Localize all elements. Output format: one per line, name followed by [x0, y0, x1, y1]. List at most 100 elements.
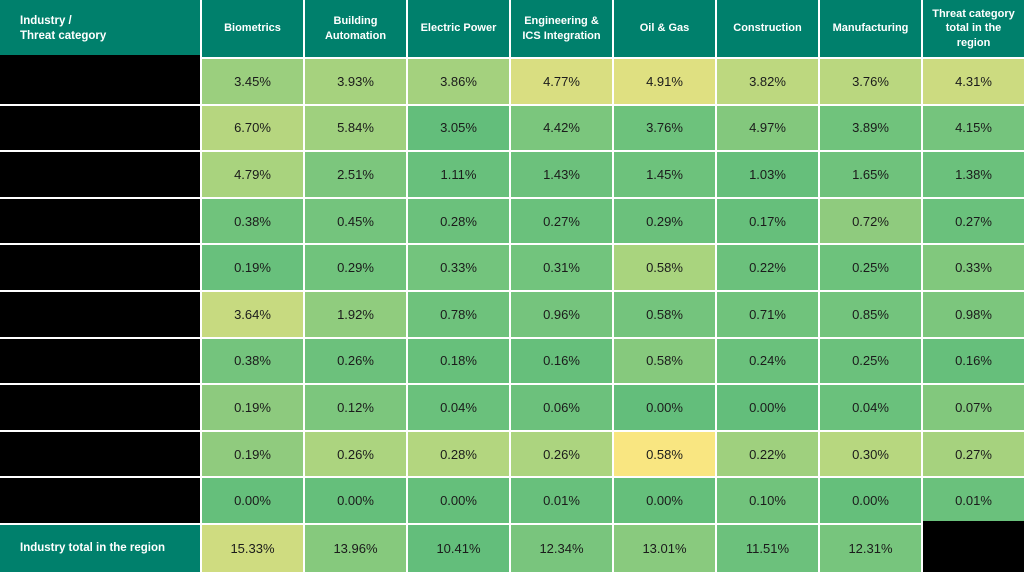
cell-value: 4.42% [511, 105, 612, 151]
cell-value: 0.04% [408, 385, 509, 430]
cell-value: 3.64% [202, 291, 303, 337]
cell-value: 0.27% [923, 198, 1024, 244]
cell-value: 0.24% [717, 338, 818, 384]
cell-value: 0.27% [923, 431, 1024, 477]
cell-value: 0.00% [614, 478, 715, 523]
cell-value: 0.16% [923, 338, 1024, 384]
cell-value: 0.07% [923, 385, 1024, 430]
cell-value: 3.76% [614, 105, 715, 151]
cell-value: 0.29% [614, 198, 715, 244]
column-header: Electric Power [408, 0, 509, 57]
cell-value: 4.91% [614, 59, 715, 104]
cell-value: 3.82% [717, 59, 818, 104]
cell-value: 0.00% [408, 478, 509, 523]
redacted-row-label [0, 385, 200, 430]
cell-value: 0.98% [923, 291, 1024, 337]
cell-value: 0.00% [305, 478, 406, 523]
cell-value: 0.27% [511, 198, 612, 244]
cell-value: 3.05% [408, 105, 509, 151]
column-header: Manufacturing [820, 0, 921, 57]
cell-value: 0.45% [305, 198, 406, 244]
cell-value: 1.65% [820, 152, 921, 197]
cell-value: 0.00% [614, 385, 715, 430]
cell-value: 0.22% [717, 431, 818, 477]
industry-total-value: 13.96% [305, 524, 406, 572]
cell-value: 4.97% [717, 105, 818, 151]
cell-value: 0.01% [511, 478, 612, 523]
cell-value: 0.19% [202, 385, 303, 430]
cell-value: 0.16% [511, 338, 612, 384]
cell-value: 0.22% [717, 245, 818, 290]
redacted-row-label [0, 245, 200, 290]
cell-value: 3.76% [820, 59, 921, 104]
cell-value: 6.70% [202, 105, 303, 151]
cell-value: 0.29% [305, 245, 406, 290]
column-header: Threat category total in the region [923, 0, 1024, 57]
cell-value: 4.31% [923, 59, 1024, 104]
cell-value: 0.71% [717, 291, 818, 337]
cell-value: 0.26% [511, 431, 612, 477]
cell-value: 0.00% [820, 478, 921, 523]
cell-value: 0.25% [820, 338, 921, 384]
industry-total-value: 13.01% [614, 524, 715, 572]
cell-value: 0.00% [717, 385, 818, 430]
industry-total-label: Industry total in the region [0, 524, 200, 572]
cell-value: 0.38% [202, 198, 303, 244]
cell-value: 3.45% [202, 59, 303, 104]
cell-value: 1.45% [614, 152, 715, 197]
cell-value: 0.06% [511, 385, 612, 430]
industry-total-value: 12.31% [820, 524, 921, 572]
cell-value: 0.72% [820, 198, 921, 244]
industry-total-value: 15.33% [202, 524, 303, 572]
industry-total-value: 12.34% [511, 524, 612, 572]
cell-value: 3.86% [408, 59, 509, 104]
cell-value: 0.18% [408, 338, 509, 384]
cell-value: 0.17% [717, 198, 818, 244]
cell-value: 0.33% [923, 245, 1024, 290]
cell-value: 0.19% [202, 431, 303, 477]
cell-value: 0.10% [717, 478, 818, 523]
cell-value: 4.77% [511, 59, 612, 104]
cell-value: 0.28% [408, 198, 509, 244]
cell-value: 4.15% [923, 105, 1024, 151]
cell-value: 1.92% [305, 291, 406, 337]
cell-value: 0.30% [820, 431, 921, 477]
cell-value: 1.38% [923, 152, 1024, 197]
column-header: Biometrics [202, 0, 303, 57]
cell-value: 0.00% [202, 478, 303, 523]
cell-value: 0.58% [614, 291, 715, 337]
redacted-row-label [0, 478, 200, 523]
redacted-row-label [0, 431, 200, 477]
column-header: Building Automation [305, 0, 406, 57]
cell-value: 1.03% [717, 152, 818, 197]
redacted-row-label [0, 338, 200, 384]
cell-value: 4.79% [202, 152, 303, 197]
column-header: Oil & Gas [614, 0, 715, 57]
cell-value: 0.58% [614, 431, 715, 477]
industry-total-value: 10.41% [408, 524, 509, 572]
redacted-row-label [0, 152, 200, 197]
cell-value: 0.96% [511, 291, 612, 337]
cell-value: 1.11% [408, 152, 509, 197]
cell-value: 0.12% [305, 385, 406, 430]
cell-value: 3.93% [305, 59, 406, 104]
cell-value: 0.28% [408, 431, 509, 477]
cell-value: 2.51% [305, 152, 406, 197]
cell-value: 3.89% [820, 105, 921, 151]
cell-value: 0.78% [408, 291, 509, 337]
industry-total-value: 11.51% [717, 524, 818, 572]
cell-value: 0.38% [202, 338, 303, 384]
corner-header: Industry / Threat category [0, 0, 200, 57]
cell-value: 0.31% [511, 245, 612, 290]
column-header: Engineering & ICS Integration [511, 0, 612, 57]
column-header: Construction [717, 0, 818, 57]
cell-value: 5.84% [305, 105, 406, 151]
cell-value: 1.43% [511, 152, 612, 197]
cell-value: 0.19% [202, 245, 303, 290]
redacted-row-label [0, 291, 200, 337]
cell-value: 0.01% [923, 478, 1024, 523]
cell-value: 0.85% [820, 291, 921, 337]
cell-value: 0.58% [614, 338, 715, 384]
redacted-row-label [0, 198, 200, 244]
